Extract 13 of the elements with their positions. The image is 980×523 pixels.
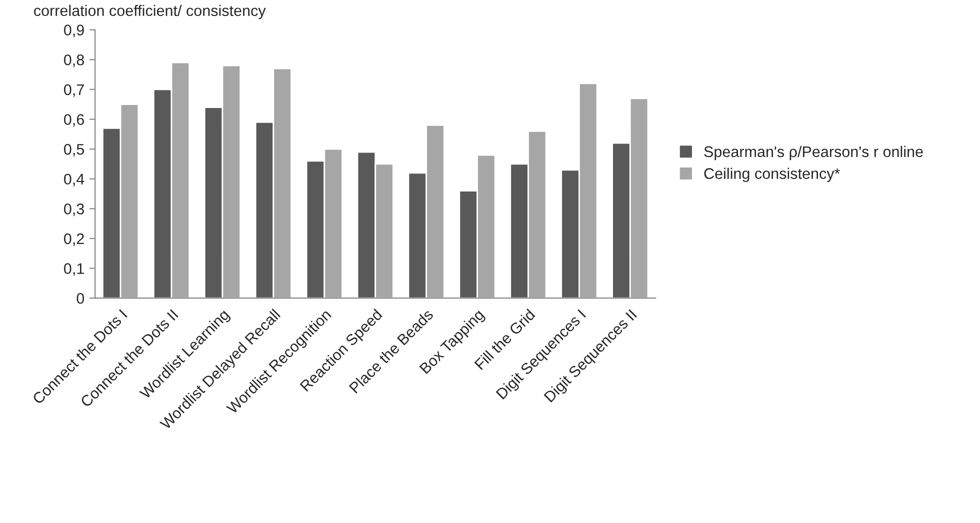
y-tick-label: 0,3 xyxy=(64,204,84,216)
legend-label: Spearman's ρ/Pearson's r online xyxy=(704,146,923,160)
y-tick-label: 0,6 xyxy=(64,114,84,127)
legend-label: Ceiling consistency* xyxy=(704,168,840,182)
y-tick-label: 0,9 xyxy=(64,24,84,38)
y-tick-label: 0,4 xyxy=(64,174,84,186)
y-tick-label: 0,2 xyxy=(64,233,84,246)
y-tick-label: 0 xyxy=(76,292,84,304)
y-axis-title: correlation coefficient/ consistency xyxy=(34,4,266,20)
y-tick-label: 0,8 xyxy=(64,54,84,68)
y-tick-label: 0,1 xyxy=(64,263,84,276)
y-tick-label: 0,7 xyxy=(64,84,84,97)
y-tick-label: 0,5 xyxy=(64,144,84,157)
